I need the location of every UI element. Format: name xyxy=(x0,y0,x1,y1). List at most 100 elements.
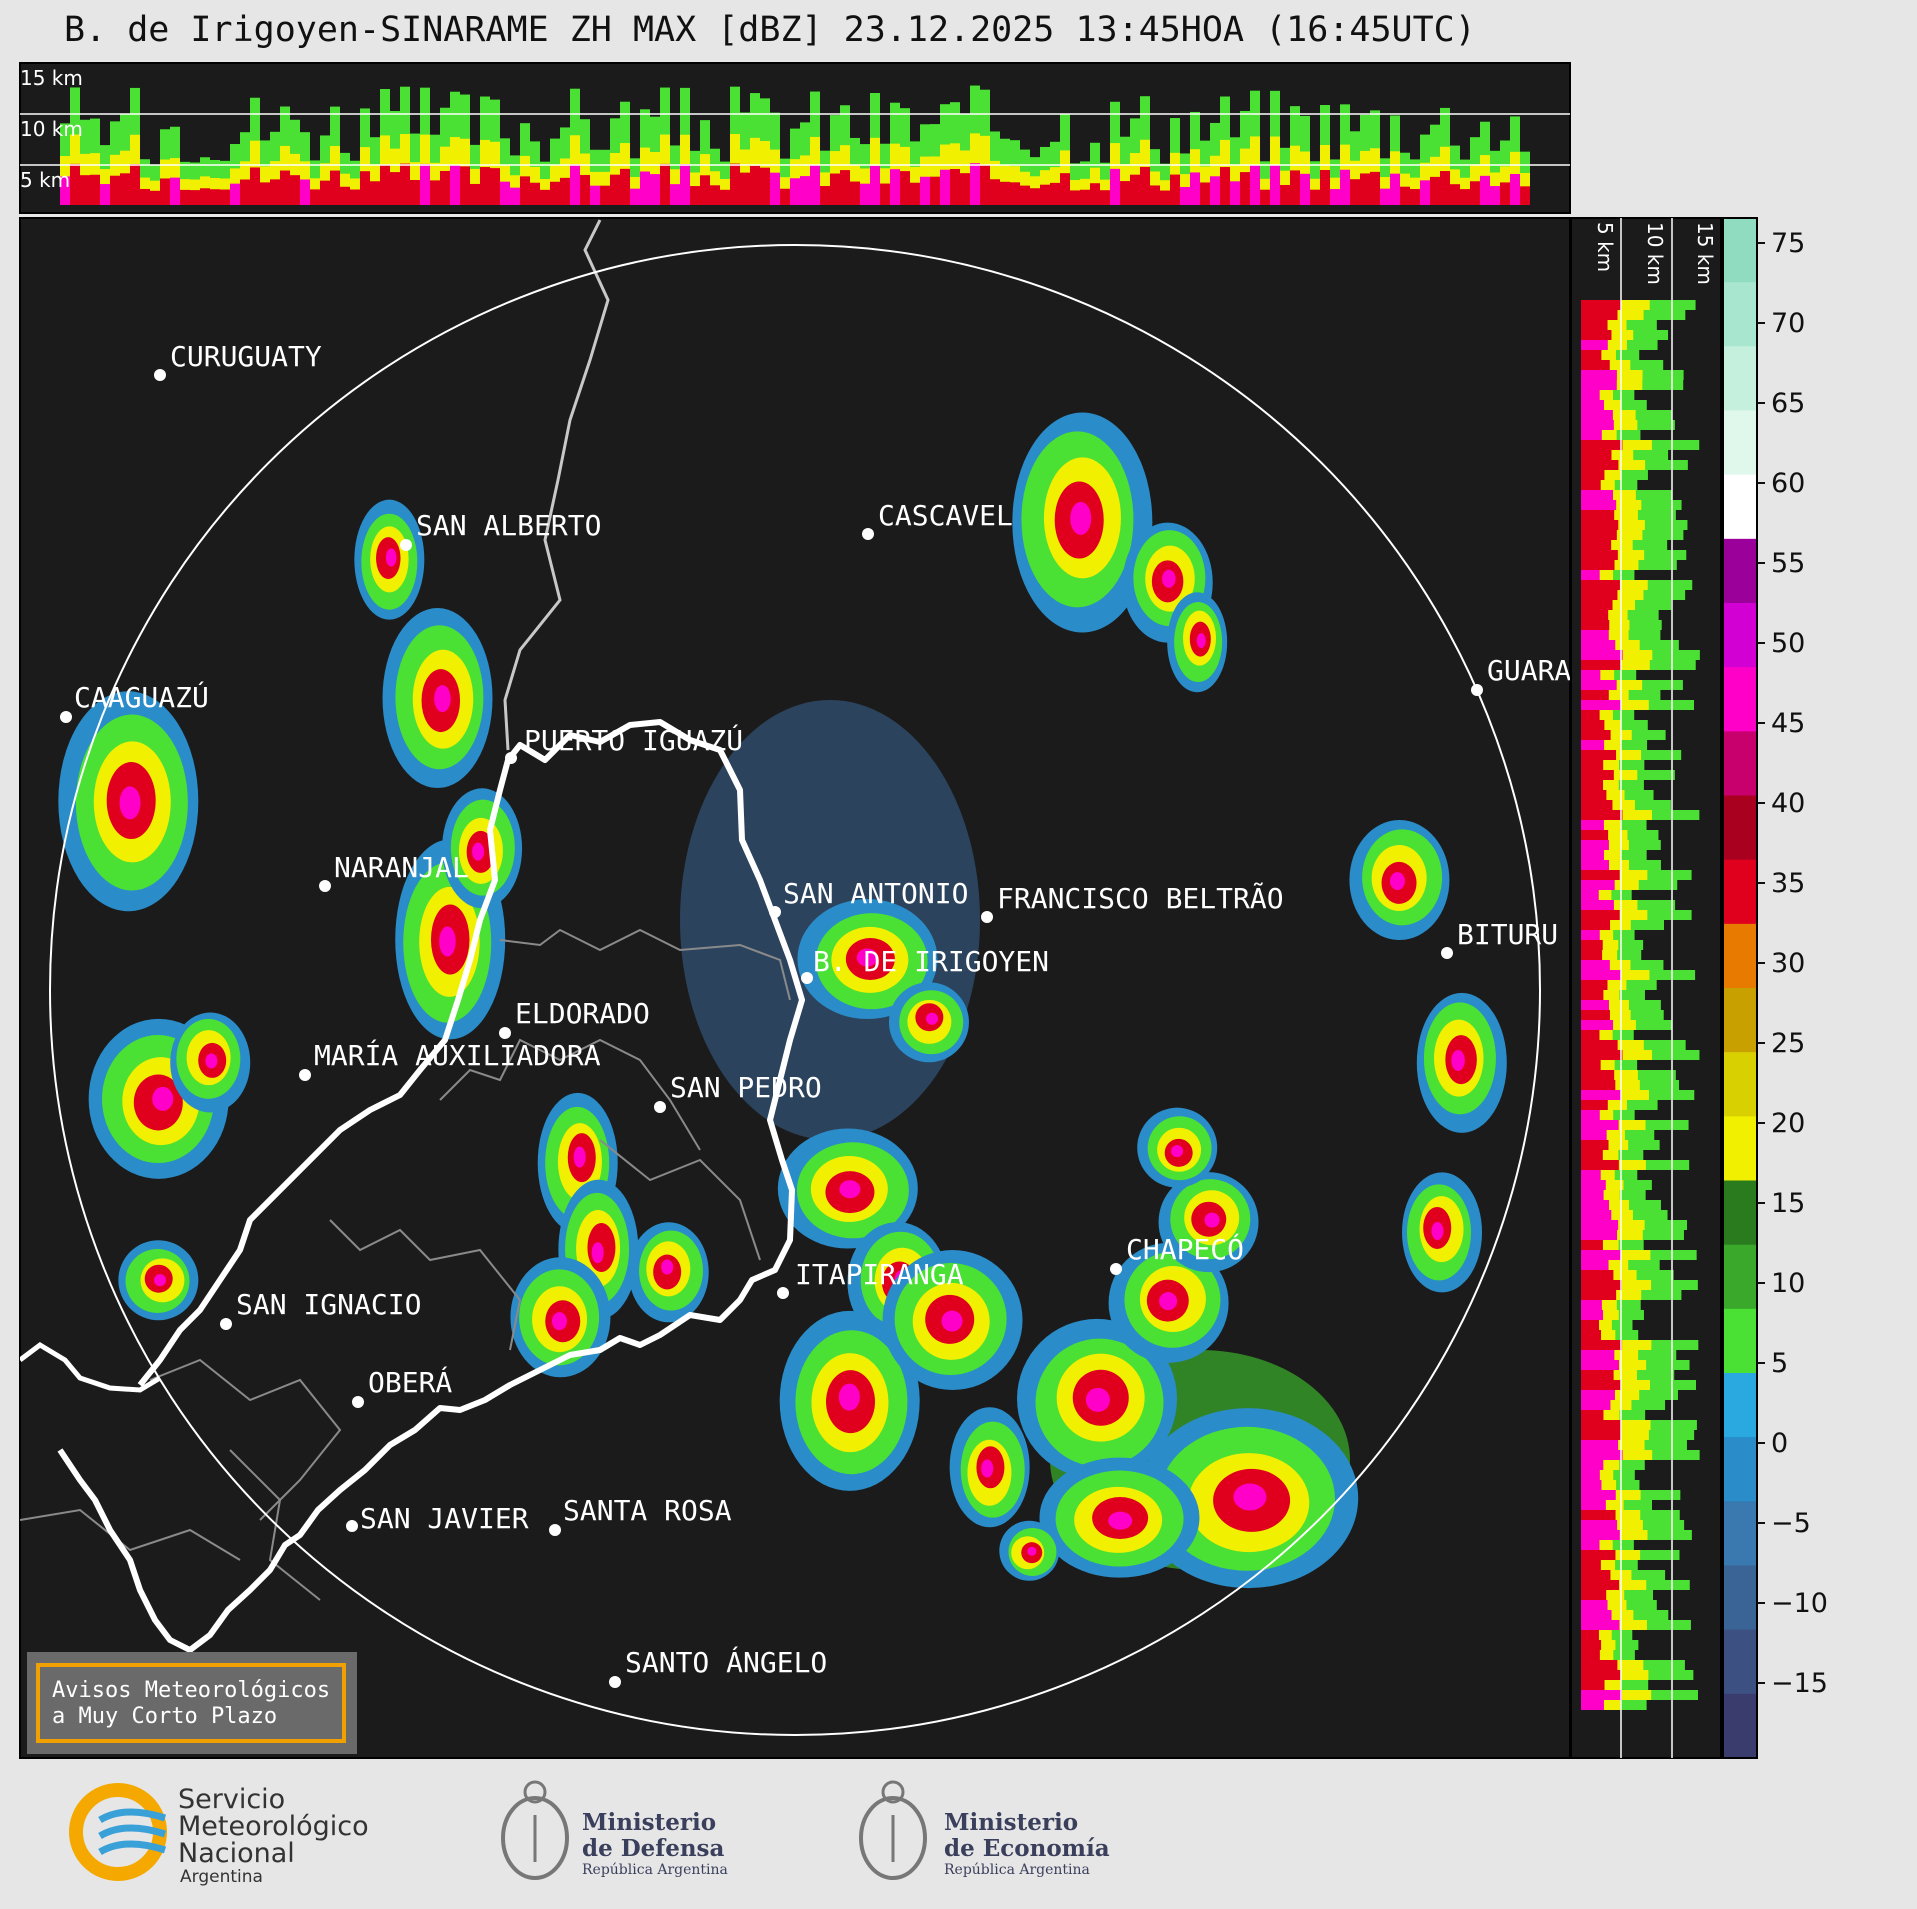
section-row xyxy=(1581,1080,1616,1090)
section-column xyxy=(630,188,640,205)
colorbar-segment xyxy=(1723,1629,1757,1695)
section-column xyxy=(160,178,170,205)
section-row xyxy=(1581,1310,1604,1320)
section-column xyxy=(280,170,290,205)
city-dot-icon xyxy=(981,911,993,923)
section-row xyxy=(1581,500,1617,510)
section-column xyxy=(1340,169,1350,205)
section-row xyxy=(1581,480,1601,490)
section-column xyxy=(1430,176,1440,205)
section-row xyxy=(1581,1320,1600,1330)
section-row xyxy=(1581,1120,1619,1130)
section-column xyxy=(1020,185,1030,205)
section-column xyxy=(1270,165,1280,205)
colorbar-tick-label: 30 xyxy=(1771,948,1805,979)
section-column xyxy=(840,170,850,205)
top-10km-label: 10 km xyxy=(20,117,83,141)
section-row xyxy=(1581,1020,1614,1030)
section-column xyxy=(590,185,600,205)
smn-line-3: Nacional xyxy=(178,1838,295,1869)
section-row xyxy=(1581,590,1618,600)
section-column xyxy=(140,188,150,205)
warning-line-2: a Muy Corto Plazo xyxy=(52,1704,277,1729)
colorbar-tick-label: 15 xyxy=(1771,1188,1805,1219)
section-column xyxy=(1310,189,1320,205)
section-row xyxy=(1581,1180,1606,1190)
west-river-border xyxy=(20,1341,162,1393)
section-column xyxy=(760,167,770,205)
section-column xyxy=(600,185,610,205)
section-column xyxy=(730,163,740,205)
section-column xyxy=(1170,174,1180,205)
section-column xyxy=(580,174,590,205)
section-column xyxy=(480,167,490,205)
section-column xyxy=(650,174,660,205)
section-row xyxy=(1581,1010,1610,1020)
section-row xyxy=(1581,1490,1616,1500)
section-column xyxy=(1400,186,1410,205)
colorbar-segment xyxy=(1723,1052,1757,1117)
section-row xyxy=(1581,570,1600,580)
colorbar-segment xyxy=(1723,988,1757,1053)
section-row xyxy=(1581,650,1623,660)
section-row xyxy=(1581,690,1609,700)
city-marker: CURUGUATY xyxy=(154,340,322,381)
section-column xyxy=(1000,181,1010,205)
city-dot-icon xyxy=(352,1396,364,1408)
section-row xyxy=(1581,1290,1617,1300)
city-label: PUERTO IGUAZÚ xyxy=(524,723,743,757)
echo-cell xyxy=(205,1053,218,1069)
section-column xyxy=(1500,182,1510,205)
section-column xyxy=(100,184,110,205)
section-column xyxy=(850,181,860,205)
section-column xyxy=(640,171,650,205)
city-label: BITURU xyxy=(1457,918,1558,951)
section-row xyxy=(1581,1440,1619,1450)
city-label: CHAPECÓ xyxy=(1126,1232,1244,1266)
echo-cell xyxy=(981,1459,994,1478)
defensa-line-2: de Defensa xyxy=(582,1835,724,1862)
section-column xyxy=(1440,171,1450,205)
section-row xyxy=(1581,1460,1604,1470)
section-column xyxy=(90,174,100,205)
section-row xyxy=(1581,1260,1609,1270)
section-row xyxy=(1581,1400,1611,1410)
section-column xyxy=(410,179,420,205)
city-marker: GUARA xyxy=(1471,654,1570,696)
section-row xyxy=(1581,420,1614,430)
section-column xyxy=(560,177,570,205)
section-column xyxy=(270,179,280,205)
colorbar-tick-label: 5 xyxy=(1771,1348,1788,1379)
section-column xyxy=(810,165,820,205)
section-row xyxy=(1581,1200,1609,1210)
warning-button[interactable]: Avisos Meteorológicos a Muy Corto Plazo xyxy=(27,1652,357,1754)
echo-cell xyxy=(439,926,456,957)
section-column xyxy=(1140,166,1150,205)
section-column xyxy=(470,183,480,205)
section-column xyxy=(1280,184,1290,205)
colorbar xyxy=(1722,217,1758,1759)
echo-cell xyxy=(1389,872,1405,891)
city-marker: MARÍA AUXILIADORA xyxy=(299,1038,601,1081)
section-row xyxy=(1581,1210,1612,1220)
section-row xyxy=(1581,350,1602,360)
city-markers: CURUGUATY SAN ALBERTO CASCAVEL CAAGUAZÚ GUAR… xyxy=(60,340,1570,1688)
city-dot-icon xyxy=(609,1676,621,1688)
section-row xyxy=(1581,1220,1619,1230)
section-column xyxy=(260,182,270,205)
colorbar-segment xyxy=(1723,859,1757,925)
section-column xyxy=(790,178,800,205)
section-column xyxy=(220,189,230,205)
section-column xyxy=(780,188,790,205)
top-cross-section-echoes xyxy=(60,85,1530,205)
section-row xyxy=(1581,1270,1614,1280)
section-column xyxy=(1100,190,1110,205)
section-column xyxy=(520,176,530,205)
section-row xyxy=(1581,790,1607,800)
city-label: CASCAVEL xyxy=(878,499,1013,532)
city-dot-icon xyxy=(299,1069,311,1081)
section-column xyxy=(110,175,120,205)
section-row xyxy=(1581,450,1612,460)
section-column xyxy=(310,189,320,205)
section-row xyxy=(1581,900,1614,910)
